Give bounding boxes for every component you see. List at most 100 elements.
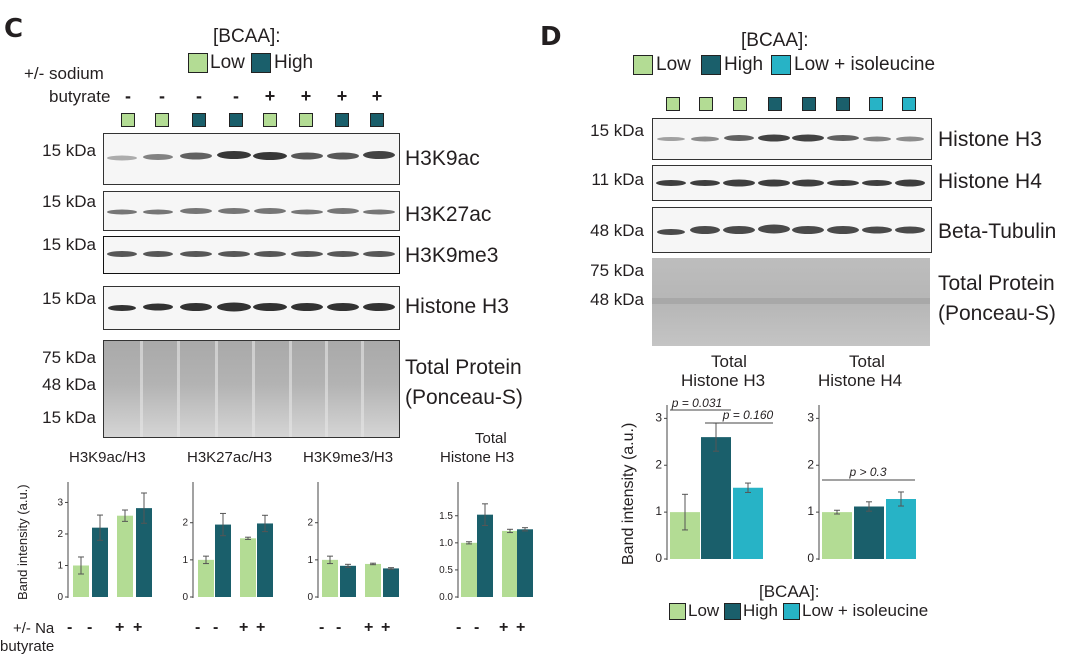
panel-d-lane-square-iso bbox=[869, 97, 883, 111]
chart-4-ytick-label: 2 bbox=[655, 457, 662, 471]
panel-d-blot1-name: Histone H3 bbox=[938, 128, 1042, 151]
chart-4-bar bbox=[733, 487, 763, 559]
chart-1-ytick-label: 0 bbox=[182, 592, 188, 603]
panel-c-chart2-title: H3K27ac/H3 bbox=[187, 449, 273, 466]
panel-d-blot-total-protein bbox=[652, 258, 930, 346]
chart-1-bar bbox=[198, 559, 214, 597]
panel-c-sign: + bbox=[371, 86, 383, 106]
panel-c-blot-total-protein bbox=[103, 340, 400, 438]
chart-1-error-bar bbox=[220, 512, 226, 537]
panel-c-sign: - bbox=[196, 86, 202, 106]
panel-c-sign: + bbox=[264, 86, 276, 106]
panel-c-blot2-name: H3K27ac bbox=[405, 203, 492, 226]
panel-d-lane-square-high bbox=[836, 97, 850, 111]
chart-5-ytick-label: 1 bbox=[807, 504, 814, 518]
chart-0-ytick-label: 3 bbox=[57, 497, 63, 508]
panel-c-blot3-marker: 15 kDa bbox=[42, 235, 96, 254]
panel-c-bottom-sign: + bbox=[516, 619, 526, 636]
panel-c-sign: - bbox=[159, 86, 165, 106]
chart-2-bar bbox=[322, 559, 338, 597]
panel-d-bottom-legend-high-swatch bbox=[724, 603, 741, 620]
chart-2-ytick-label: 1 bbox=[307, 555, 313, 566]
panel-d-blot2-marker: 11 kDa bbox=[591, 170, 644, 189]
chart-1: 0 1 2 bbox=[182, 482, 273, 603]
panel-c-tp-marker-75: 75 kDa bbox=[42, 348, 96, 367]
chart-0-bar bbox=[73, 565, 89, 597]
chart-3-ytick-label: 0.0 bbox=[439, 592, 453, 603]
chart-3-bar bbox=[461, 542, 477, 597]
panel-d-tp-name-line2: (Ponceau-S) bbox=[938, 302, 1056, 325]
panel-c-tp-marker-48: 48 kDa bbox=[42, 375, 96, 394]
panel-d-bottom-legend-iso-label: Low + isoleucine bbox=[802, 601, 929, 620]
panel-c-total-protein-lanes bbox=[104, 341, 399, 437]
panel-d-legend-title: [BCAA]: bbox=[741, 30, 809, 51]
chart-2-error-bar bbox=[388, 567, 394, 570]
panel-d-bottom-legend-low-swatch bbox=[669, 603, 686, 620]
panel-d-lane-square-high bbox=[802, 97, 816, 111]
chart-1-ytick-label: 2 bbox=[182, 518, 188, 529]
panel-c-bottom-sign: + bbox=[239, 619, 249, 636]
chart-5-bar bbox=[822, 512, 852, 559]
panel-d-blot3-name: Beta-Tubulin bbox=[938, 220, 1057, 243]
panel-c-sign: + bbox=[300, 86, 312, 106]
chart-0-error-bar bbox=[141, 492, 147, 524]
chart-5-ytick-label: 3 bbox=[807, 410, 814, 424]
panel-d-legend-high-swatch bbox=[701, 55, 721, 75]
chart-2-bar bbox=[340, 565, 356, 597]
panel-c-blot-histone-h3 bbox=[103, 286, 400, 330]
panel-c-legend-high-label: High bbox=[274, 52, 314, 73]
sig-label-p160: p = 0.160 bbox=[722, 408, 774, 422]
sig-label-p031: p = 0.031 bbox=[671, 396, 722, 410]
panel-d-tp-name-line1: Total Protein bbox=[938, 272, 1055, 295]
panel-d-blot1-marker: 15 kDa bbox=[590, 121, 644, 140]
panel-c-lane-square-low bbox=[155, 113, 169, 127]
panel-c-bar-charts: 0 1 2 3 0 1 2 0 1 2 0.0 0.5 1.0 1.5 bbox=[57, 482, 533, 603]
panel-c-bottom-sign: - bbox=[213, 619, 219, 636]
panel-d-blot3-marker: 48 kDa bbox=[590, 221, 644, 240]
panel-c-sign: + bbox=[336, 86, 348, 106]
chart-4-ytick-label: 3 bbox=[655, 410, 662, 424]
panel-c-bottom-sign: - bbox=[474, 619, 480, 636]
chart-5-error-bar bbox=[834, 509, 840, 515]
panel-d-blot2-name: Histone H4 bbox=[938, 170, 1042, 193]
sig-label-p03: p > 0.3 bbox=[848, 465, 886, 479]
panel-d-total-protein-lanes bbox=[652, 258, 930, 346]
panel-c-blot3-name: H3K9me3 bbox=[405, 244, 499, 267]
panel-c-tp-name-line2: (Ponceau-S) bbox=[405, 386, 523, 409]
chart-3-ytick-label: 0.5 bbox=[439, 565, 453, 576]
panel-c-bottom-label-line2: butyrate bbox=[0, 638, 55, 655]
chart-1-bar bbox=[240, 538, 256, 597]
panel-d-bottom-legend-low-label: Low bbox=[688, 601, 720, 620]
panel-c-chart3-title: H3K9me3/H3 bbox=[303, 449, 394, 466]
chart-0-error-bar bbox=[78, 556, 84, 575]
panel-c-bottom-sign: + bbox=[499, 619, 509, 636]
chart-3-error-bar bbox=[482, 503, 488, 526]
panel-d-bottom-legend-iso-swatch bbox=[783, 603, 800, 620]
chart-5-ytick-label: 2 bbox=[807, 457, 814, 471]
chart-3-bar bbox=[477, 514, 493, 597]
panel-c-bottom-sign: - bbox=[319, 619, 325, 636]
panel-c-lane-square-high bbox=[370, 113, 384, 127]
chart-4-ytick-label: 0 bbox=[655, 551, 662, 565]
panel-d-legend-high-label: High bbox=[724, 54, 764, 75]
panel-c-bottom-sign: + bbox=[364, 619, 374, 636]
panel-d-blot-histone-h4 bbox=[652, 165, 932, 201]
panel-c-bottom-sign: - bbox=[336, 619, 342, 636]
chart-3-ytick-label: 1.5 bbox=[439, 511, 453, 522]
panel-c-bottom-sign: - bbox=[67, 619, 73, 636]
panel-d-lane-square-low bbox=[733, 97, 747, 111]
chart-4: 0 1 2 3 bbox=[655, 405, 763, 565]
panel-c-bottom-sign: + bbox=[115, 619, 125, 636]
panel-c-legend-high-swatch bbox=[251, 53, 271, 73]
chart-0-bar bbox=[136, 508, 152, 597]
panel-c-blot-h3k27ac-bands bbox=[107, 208, 395, 215]
panel-c-lane-square-high bbox=[335, 113, 349, 127]
panel-c-bottom-sign: - bbox=[456, 619, 462, 636]
panel-d-chart1-title-line1: Total bbox=[711, 352, 747, 371]
panel-d-blot-beta-tubulin bbox=[652, 207, 932, 253]
panel-c-bottom-sign: + bbox=[381, 619, 391, 636]
panel-d-legend-low-label: Low bbox=[656, 54, 691, 75]
panel-c-bottom-sign: + bbox=[133, 619, 143, 636]
chart-2: 0 1 2 bbox=[307, 482, 399, 603]
